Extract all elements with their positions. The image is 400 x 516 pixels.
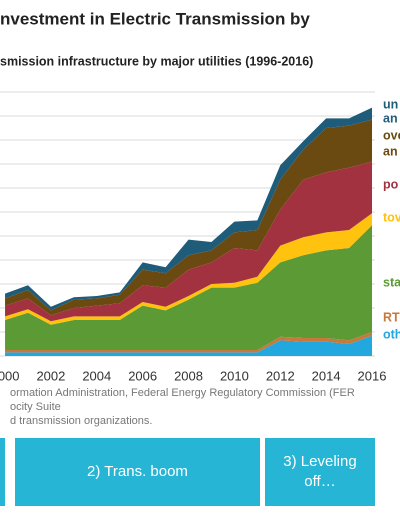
source-note: ormation Administration, Federal Energy … xyxy=(10,387,355,399)
legend-label: an xyxy=(383,111,398,125)
x-tick-label: 2000 xyxy=(0,368,20,383)
phase-label: 3) Leveling off… xyxy=(283,453,356,490)
legend-label: oth xyxy=(383,327,400,341)
x-tick-label: 2006 xyxy=(128,368,157,383)
source-note: ocity Suite xyxy=(10,401,61,413)
legend-label: ove xyxy=(383,128,400,142)
area xyxy=(5,119,373,316)
legend-label: RT xyxy=(383,310,400,324)
x-tick-label: 2010 xyxy=(220,368,249,383)
x-tick-label: 2012 xyxy=(266,368,295,383)
legend-label: po xyxy=(383,177,399,191)
legend-label: un xyxy=(383,97,398,111)
x-tick-label: 2016 xyxy=(358,368,387,383)
area xyxy=(5,161,373,322)
legend-label: an xyxy=(383,144,398,158)
x-tick-label: 2002 xyxy=(36,368,65,383)
phase-box xyxy=(265,438,375,506)
area xyxy=(5,335,373,356)
x-tick-label: 2008 xyxy=(174,368,203,383)
phase-box xyxy=(0,438,5,506)
area xyxy=(5,332,373,353)
area xyxy=(5,225,373,350)
chart-subtitle: smission infrastructure by major utiliti… xyxy=(0,54,313,68)
chart-title: nvestment in Electric Transmission by xyxy=(0,9,310,28)
legend-label: sta xyxy=(383,275,400,289)
legend-label: tov xyxy=(383,210,400,224)
x-tick-label: 2014 xyxy=(312,368,341,383)
phase-label: 2) Trans. boom xyxy=(87,463,188,480)
source-note: d transmission organizations. xyxy=(10,415,152,427)
phase-box xyxy=(15,438,260,506)
x-tick-label: 2004 xyxy=(82,368,111,383)
